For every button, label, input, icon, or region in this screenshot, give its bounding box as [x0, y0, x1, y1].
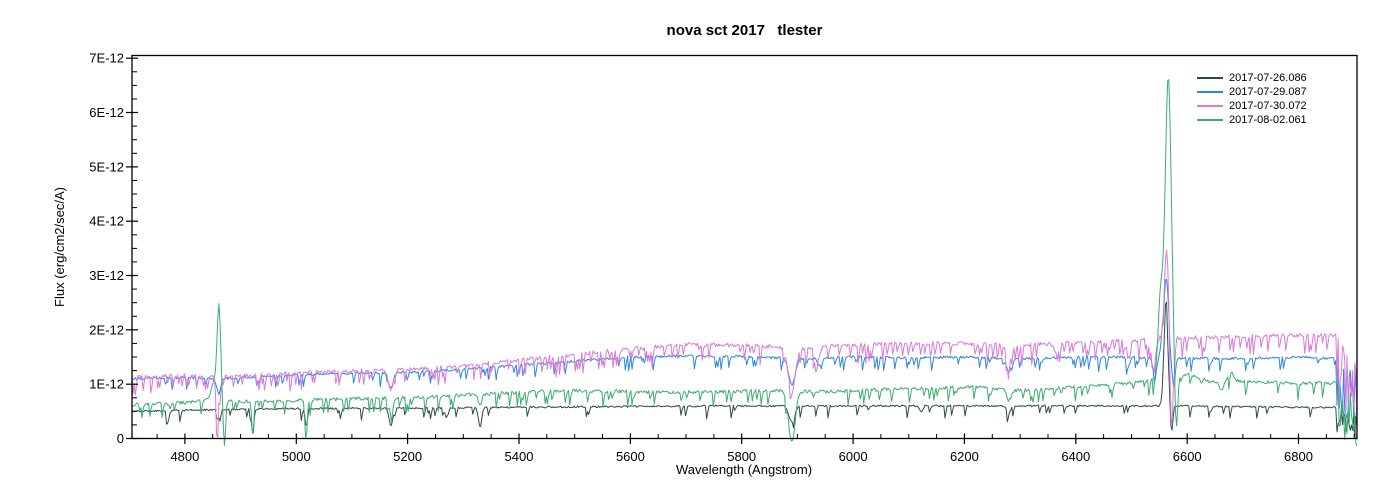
spectrum-line-2017-08-02.061 — [132, 79, 1357, 447]
spectrum-line-2017-07-26.086 — [132, 301, 1357, 437]
legend-item: 2017-07-29.087 — [1197, 85, 1307, 99]
legend-label: 2017-07-26.086 — [1229, 72, 1307, 84]
y-tick-label: 7E-12 — [89, 51, 124, 66]
ticks-group — [126, 57, 1355, 444]
y-tick-label: 5E-12 — [89, 159, 124, 174]
legend-label: 2017-07-29.087 — [1229, 86, 1307, 98]
legend-label: 2017-08-02.061 — [1229, 114, 1307, 126]
legend-label: 2017-07-30.072 — [1229, 100, 1307, 112]
legend-swatch — [1197, 91, 1223, 93]
x-tick-label: 5800 — [727, 449, 756, 464]
legend-item: 2017-07-26.086 — [1197, 71, 1307, 85]
y-tick-label: 6E-12 — [89, 105, 124, 120]
legend-item: 2017-08-02.061 — [1197, 113, 1307, 127]
y-tick-label: 0 — [117, 431, 124, 446]
page-title: nova sct 2017 tlester — [666, 22, 823, 39]
x-tick-label: 5000 — [282, 449, 311, 464]
x-tick-label: 6000 — [839, 449, 868, 464]
y-axis-label: Flux (erg/cm2/sec/A) — [52, 187, 67, 307]
spectrum-line-2017-07-30.072 — [132, 249, 1357, 438]
legend-swatch — [1197, 77, 1223, 79]
y-tick-label: 2E-12 — [89, 322, 124, 337]
series-group — [132, 79, 1357, 447]
x-tick-label: 5400 — [505, 449, 534, 464]
plot-border — [131, 54, 1358, 440]
y-tick-label: 3E-12 — [89, 268, 124, 283]
x-tick-label: 6400 — [1061, 449, 1090, 464]
x-tick-label: 6200 — [950, 449, 979, 464]
x-tick-label: 4800 — [170, 449, 199, 464]
legend-swatch — [1197, 105, 1223, 107]
legend: 2017-07-26.086 2017-07-29.087 2017-07-30.0… — [1197, 71, 1307, 127]
tick-labels-group: 4800 5000 5200 5400 5600 5800 6000 6200 6400 6600… — [89, 51, 1313, 464]
x-tick-label: 6600 — [1173, 449, 1202, 464]
legend-item: 2017-07-30.072 — [1197, 99, 1307, 113]
x-axis-label: Wavelength (Angstrom) — [676, 462, 812, 477]
legend-swatch — [1197, 119, 1223, 121]
y-tick-label: 1E-12 — [89, 377, 124, 392]
y-tick-label: 4E-12 — [89, 214, 124, 229]
x-tick-label: 5200 — [393, 449, 422, 464]
x-tick-label: 5600 — [616, 449, 645, 464]
x-tick-label: 6800 — [1284, 449, 1313, 464]
